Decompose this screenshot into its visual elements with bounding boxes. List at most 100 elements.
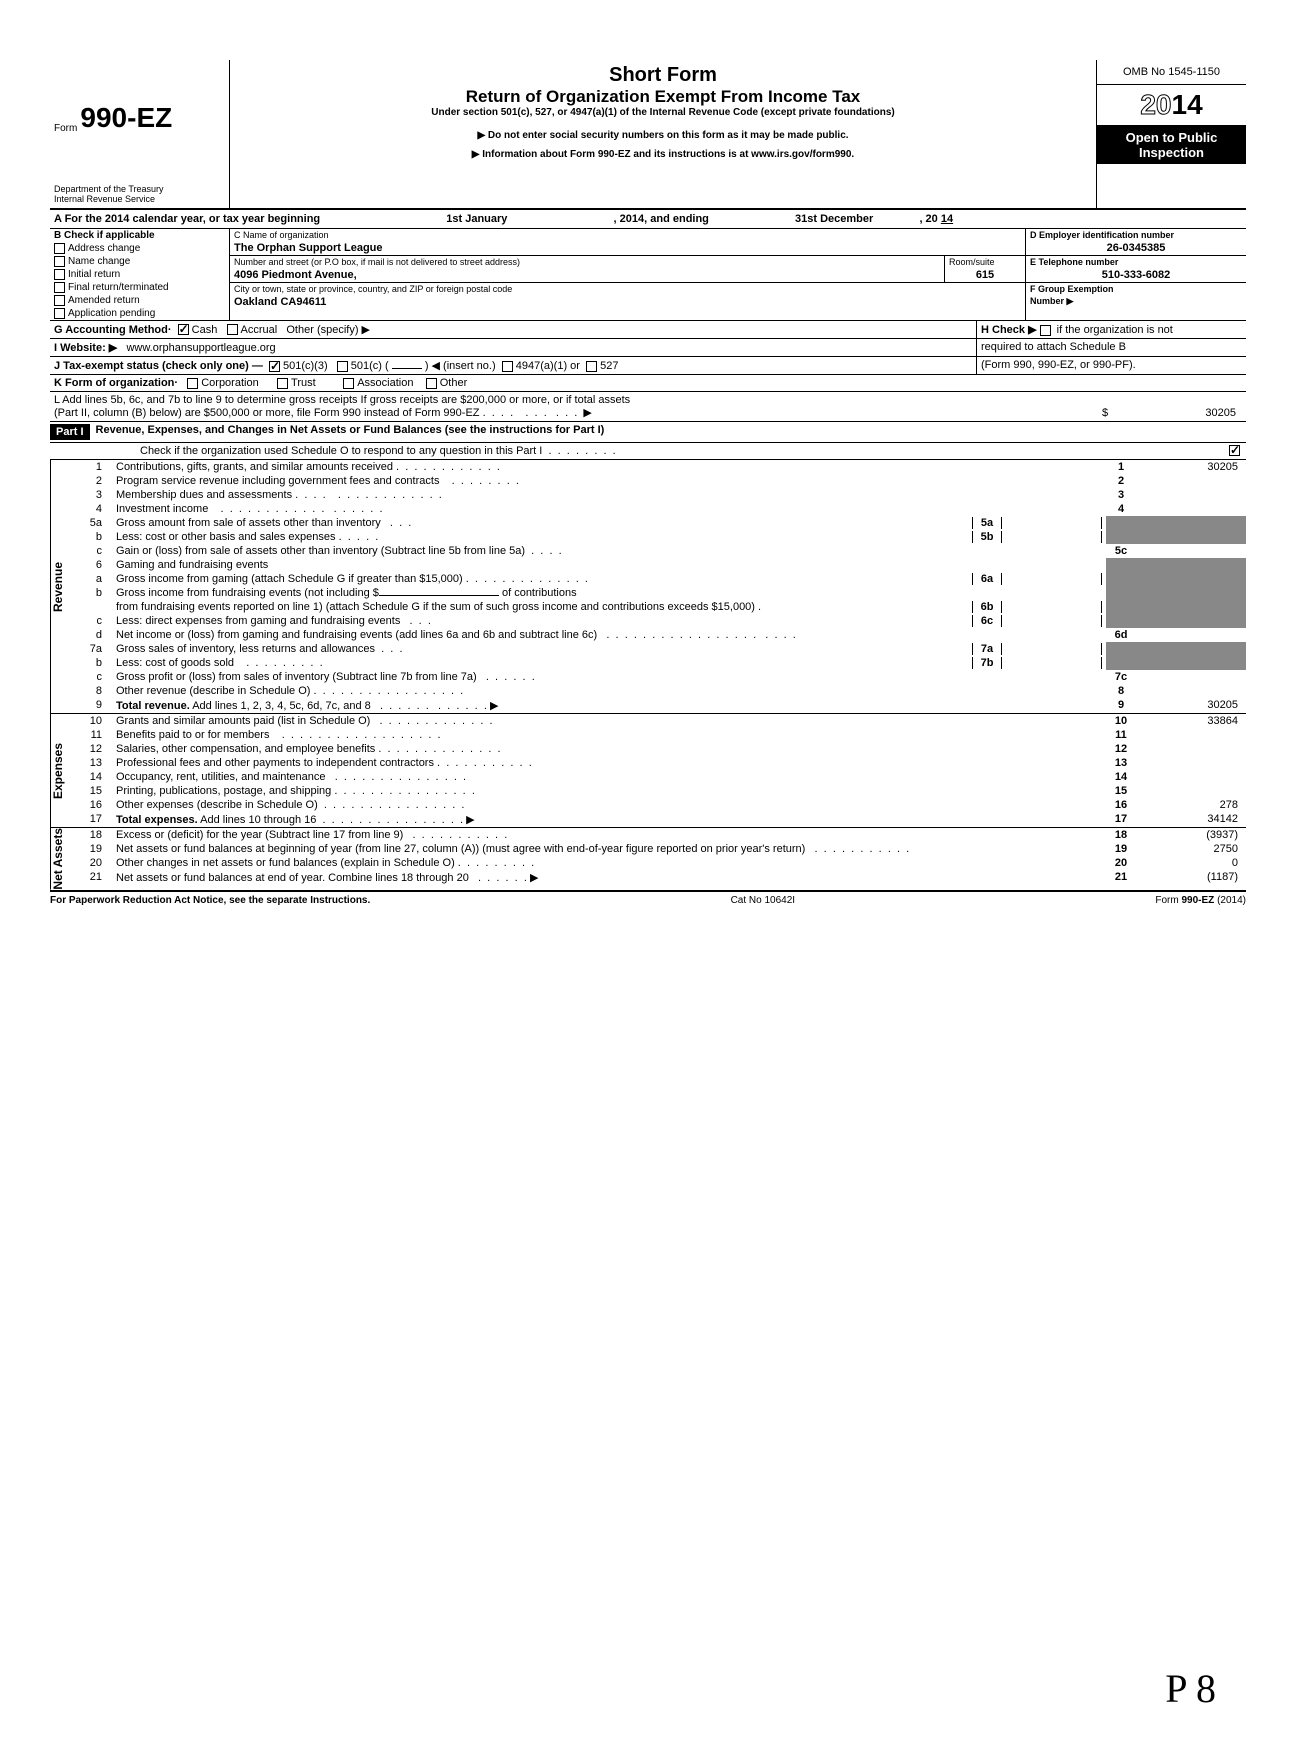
street-label: Number and street (or P.O box, if mail i… — [230, 256, 944, 268]
page-marker: P 8 — [1165, 1665, 1216, 1712]
footer-left: For Paperwork Reduction Act Notice, see … — [50, 895, 370, 906]
check-assoc[interactable] — [343, 378, 354, 389]
check-501c[interactable] — [337, 361, 348, 372]
line6d-desc: Net income or (loss) from gaming and fun… — [116, 629, 597, 641]
tel-label: E Telephone number — [1026, 256, 1246, 268]
k-row: K Form of organization· Corporation Trus… — [50, 375, 1246, 392]
form-header: Form 990-EZ Department of the Treasury I… — [50, 60, 1246, 210]
tax-year: 20201414 — [1097, 85, 1246, 126]
line16-val: 278 — [1136, 798, 1246, 812]
l-amount: 30205 — [1205, 407, 1236, 419]
expenses-table: 10Grants and similar amounts paid (list … — [72, 714, 1246, 827]
line6c-desc: Less: direct expenses from gaming and fu… — [116, 615, 400, 627]
line2-desc: Program service revenue including govern… — [116, 475, 439, 487]
expenses-label: Expenses — [50, 714, 72, 827]
check-501c3[interactable] — [269, 361, 280, 372]
h-label: H Check ▶ — [981, 324, 1037, 336]
check-4947[interactable] — [502, 361, 513, 372]
check-trust[interactable] — [277, 378, 288, 389]
l-row: L Add lines 5b, 6c, and 7b to line 9 to … — [50, 392, 1246, 422]
line4-desc: Investment income — [116, 503, 208, 515]
check-name-change[interactable]: Name change — [50, 255, 229, 268]
netassets-section: Net Assets 18Excess or (deficit) for the… — [50, 828, 1246, 892]
line12-desc: Salaries, other compensation, and employ… — [116, 743, 381, 755]
line5a-desc: Gross amount from sale of assets other t… — [116, 517, 381, 529]
line20-val: 0 — [1136, 856, 1246, 870]
part1-header: Part I Revenue, Expenses, and Changes in… — [50, 422, 1246, 443]
section-bcd: B Check if applicable Address change Nam… — [50, 229, 1246, 321]
line15-desc: Printing, publications, postage, and shi… — [116, 785, 337, 797]
check-final-return[interactable]: Final return/terminated — [50, 281, 229, 294]
line7a-desc: Gross sales of inventory, less returns a… — [116, 643, 375, 655]
j-row: J Tax-exempt status (check only one) — 5… — [50, 357, 976, 374]
line7c-desc: Gross profit or (loss) from sales of inv… — [116, 671, 477, 683]
title-short-form: Short Form — [238, 64, 1088, 87]
line16-desc: Other expenses (describe in Schedule O) — [116, 799, 318, 811]
l-line1: L Add lines 5b, 6c, and 7b to line 9 to … — [54, 394, 1102, 406]
line18-val: (3937) — [1136, 828, 1246, 842]
line10-val: 33864 — [1136, 714, 1246, 728]
check-other-org[interactable] — [426, 378, 437, 389]
line6b-desc: Gross income from fundraising events (no… — [116, 587, 379, 599]
line1-desc: Contributions, gifts, grants, and simila… — [116, 461, 399, 473]
ein-value: 26-0345385 — [1026, 241, 1246, 255]
room-label: Room/suite — [945, 256, 1025, 268]
line13-desc: Professional fees and other payments to … — [116, 757, 440, 769]
col-d: D Employer identification number 26-0345… — [1026, 229, 1246, 320]
ein-label: D Employer identification number — [1026, 229, 1246, 241]
g-other: Other (specify) ▶ — [286, 323, 370, 336]
check-schedule-o[interactable] — [1229, 445, 1240, 456]
line1-val: 30205 — [1136, 460, 1246, 474]
line11-desc: Benefits paid to or for members — [116, 729, 269, 741]
check-amended-return[interactable]: Amended return — [50, 294, 229, 307]
form-990ez: Form 990-EZ Department of the Treasury I… — [50, 60, 1246, 909]
room-value: 615 — [945, 268, 1025, 282]
l-line2: (Part II, column (B) below) are $500,000… — [54, 407, 486, 419]
header-right: OMB No 1545-1150 20201414 Open to Public… — [1096, 60, 1246, 208]
tel-value: 510-333-6082 — [1026, 268, 1246, 282]
check-accrual[interactable] — [227, 324, 238, 335]
check-initial-return[interactable]: Initial return — [50, 268, 229, 281]
under-section: Under section 501(c), 527, or 4947(a)(1)… — [238, 107, 1088, 118]
dept-treasury: Department of the Treasury — [54, 184, 225, 194]
check-address-change[interactable]: Address change — [50, 242, 229, 255]
revenue-section: Revenue 1Contributions, gifts, grants, a… — [50, 460, 1246, 714]
check-corp[interactable] — [187, 378, 198, 389]
check-cash[interactable] — [178, 324, 189, 335]
group-label2: Number ▶ — [1026, 295, 1246, 308]
g-label: G Accounting Method· — [54, 324, 172, 336]
line10-desc: Grants and similar amounts paid (list in… — [116, 715, 370, 727]
line21-desc: Net assets or fund balances at end of ye… — [116, 872, 469, 884]
header-mid: Short Form Return of Organization Exempt… — [230, 60, 1096, 208]
footer: For Paperwork Reduction Act Notice, see … — [50, 892, 1246, 909]
j-label: J Tax-exempt status (check only one) — — [54, 360, 263, 372]
header-left: Form 990-EZ Department of the Treasury I… — [50, 60, 230, 208]
expenses-section: Expenses 10Grants and similar amounts pa… — [50, 714, 1246, 828]
i-row: I Website: ▶ www.orphansupportleague.org — [50, 339, 976, 356]
g-row: G Accounting Method· Cash Accrual Other … — [50, 321, 976, 338]
line19-desc: Net assets or fund balances at beginning… — [116, 843, 805, 855]
line17-val: 34142 — [1136, 812, 1246, 827]
revenue-table: 1Contributions, gifts, grants, and simil… — [72, 460, 1246, 713]
part1-check-note: Check if the organization used Schedule … — [140, 445, 542, 457]
footer-mid: Cat No 10642I — [731, 895, 796, 906]
check-application-pending[interactable]: Application pending — [50, 307, 229, 320]
period-mid: , 2014, and ending — [614, 213, 709, 225]
title-subtitle: Return of Organization Exempt From Incom… — [238, 87, 1088, 107]
h-box: H Check ▶ if the organization is not — [976, 321, 1246, 338]
c-name-label: C Name of organization — [230, 229, 1025, 241]
period-row: A For the 2014 calendar year, or tax yea… — [50, 210, 1246, 229]
check-sched-b[interactable] — [1040, 325, 1051, 336]
check-527[interactable] — [586, 361, 597, 372]
h-text3: (Form 990, 990-EZ, or 990-PF). — [976, 357, 1246, 374]
part1-check-row: Check if the organization used Schedule … — [50, 443, 1246, 460]
line3-desc: Membership dues and assessments . — [116, 489, 298, 501]
period-prefix: A For the 2014 calendar year, or tax yea… — [54, 213, 320, 225]
group-label: F Group Exemption — [1026, 283, 1246, 295]
line21-val: (1187) — [1136, 870, 1246, 885]
dept-irs: Internal Revenue Service — [54, 194, 225, 204]
period-suffix: , 20 — [919, 213, 937, 225]
org-name: The Orphan Support League — [230, 241, 1025, 255]
period-begin: 1st January — [446, 213, 507, 225]
line8-desc: Other revenue (describe in Schedule O) . — [116, 685, 317, 697]
